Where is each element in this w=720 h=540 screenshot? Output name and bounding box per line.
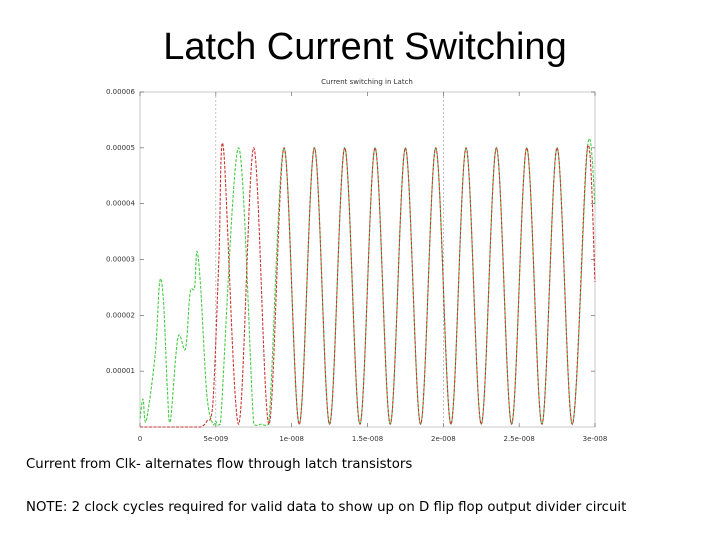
x-tick-label: 2e-008 (431, 435, 456, 443)
y-tick-label: 0.00006 (106, 88, 135, 96)
y-tick-label: 0.00001 (106, 367, 135, 375)
series-layer (139, 138, 596, 428)
caption-current-from-clk: Current from Clk- alternates flow throug… (26, 457, 413, 472)
caption-note: NOTE: 2 clock cycles required for valid … (26, 500, 627, 515)
y-tick-label: 0.00004 (106, 200, 135, 208)
grid-layer (215, 92, 444, 427)
tick-layer: 0.00001 0.00002 0.00003 0.00004 0.00005 0.000… (106, 88, 607, 443)
x-tick-label: 5e-009 (204, 435, 229, 443)
current-switching-chart: Current switching in Latch 0.000010.0000… (106, 78, 607, 443)
series-line-0 (139, 138, 596, 426)
y-tick-label: 0.00005 (106, 144, 135, 152)
plot-frame (139, 91, 596, 428)
x-tick-label: 0 (138, 435, 142, 443)
x-tick-label: 1.5e-008 (352, 435, 383, 443)
x-tick-label: 2.5e-008 (504, 435, 535, 443)
y-tick-label: 0.00003 (106, 256, 135, 264)
y-tick-label: 0.00002 (106, 311, 135, 319)
x-tick-label: 1e-008 (279, 435, 304, 443)
chart-title: Current switching in Latch (321, 78, 413, 86)
series-line-1 (140, 142, 596, 428)
x-tick-label: 3e-008 (583, 435, 608, 443)
slide-title: Latch Current Switching (163, 26, 567, 68)
